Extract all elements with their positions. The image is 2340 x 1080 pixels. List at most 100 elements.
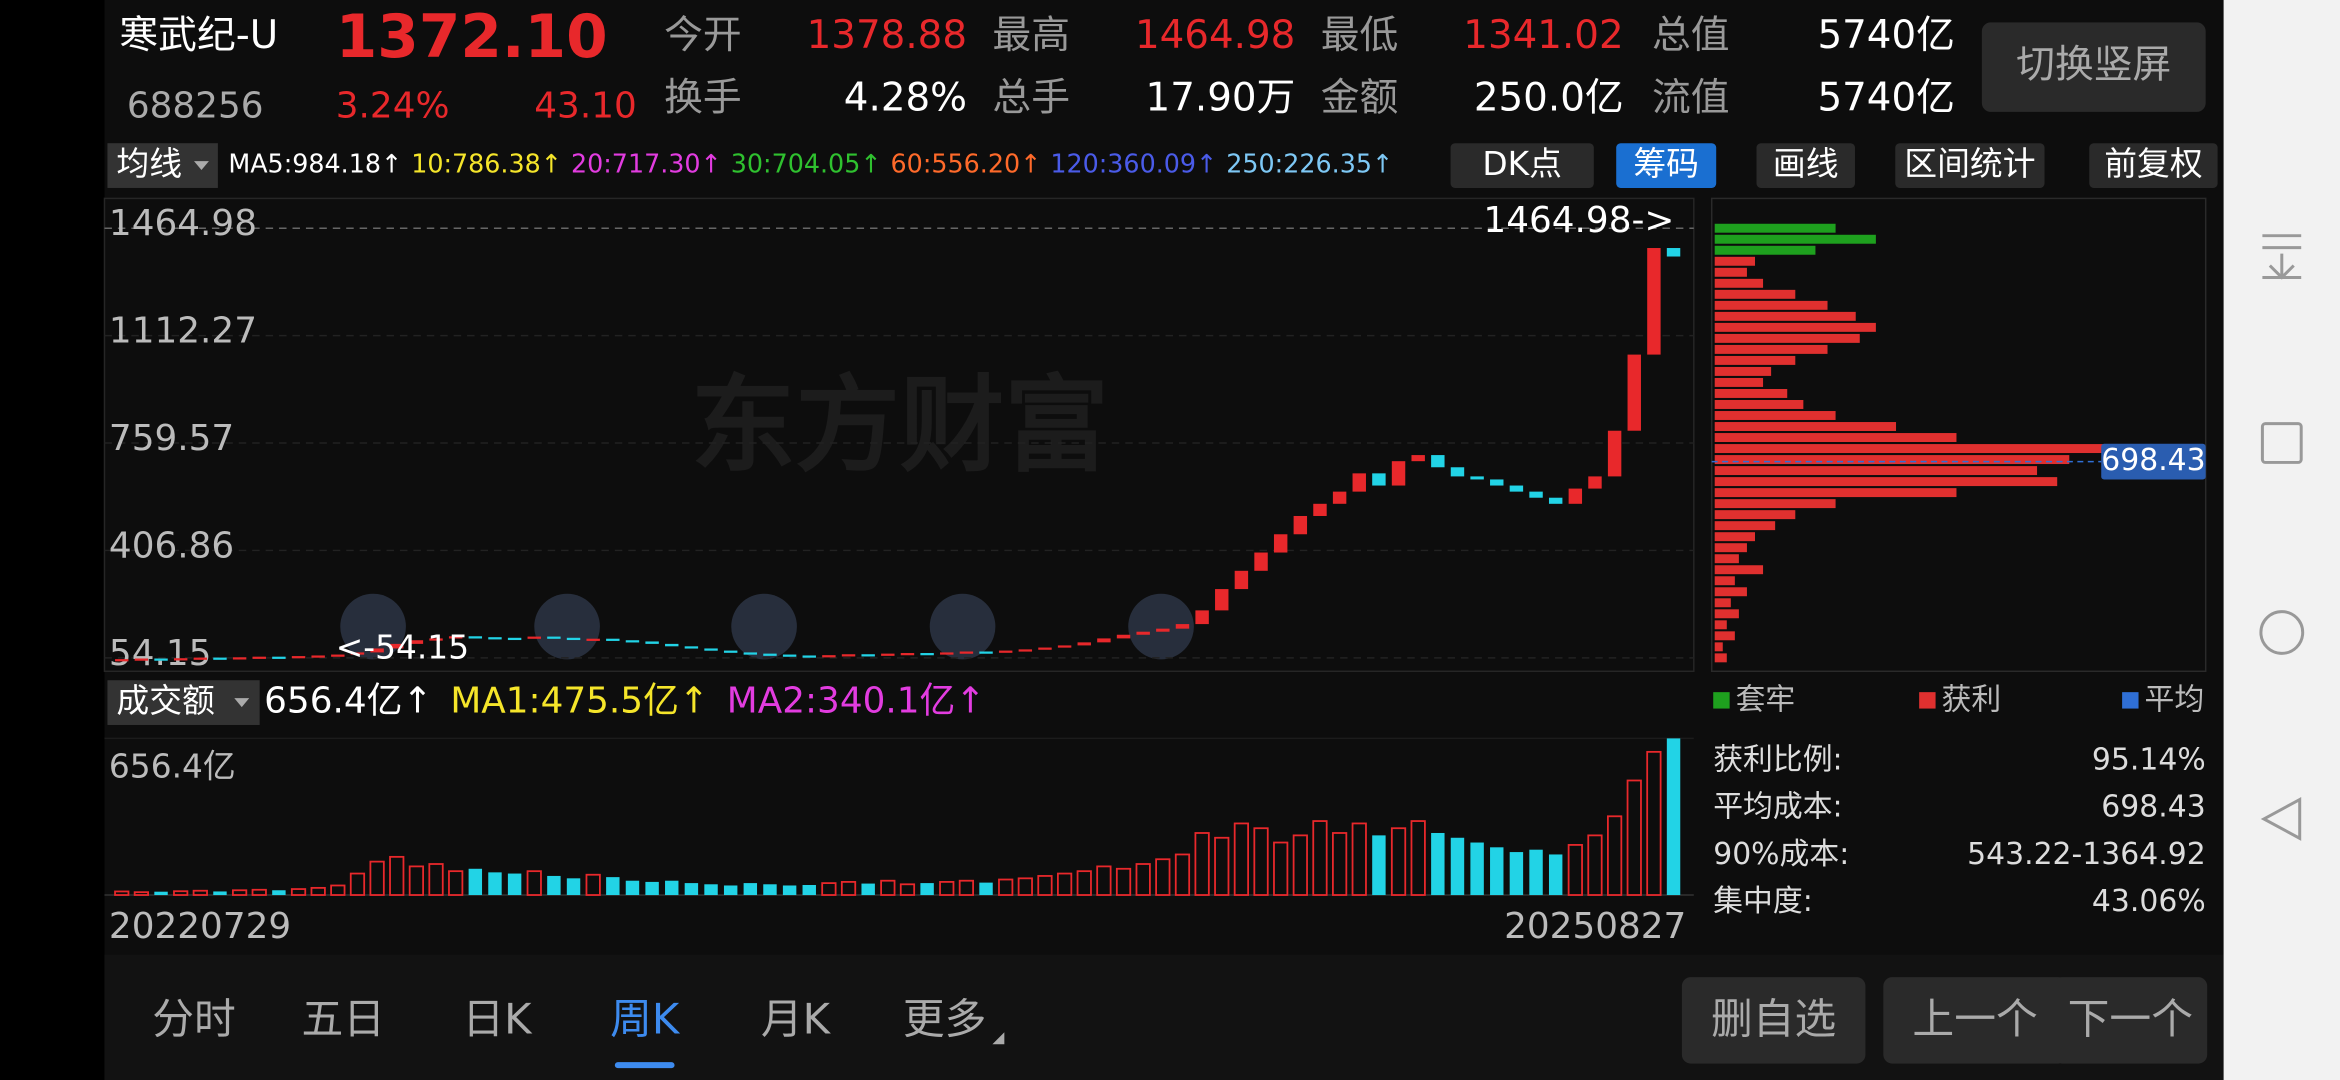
candle — [979, 651, 993, 654]
chip-bar — [1714, 333, 1860, 343]
toolbar-button[interactable] — [1616, 143, 1717, 188]
volume-bar — [1390, 827, 1407, 896]
chip-stat-label: 平均成本: — [1713, 790, 1842, 825]
stat-label: 金额 — [1321, 75, 1399, 120]
volume-bar — [468, 868, 483, 896]
bottom-bar — [104, 954, 2224, 1080]
stat-label: 最低 — [1321, 13, 1399, 58]
period-tab[interactable]: 分时 — [152, 994, 236, 1043]
candle — [723, 650, 738, 653]
chip-stat-label: 90%成本: — [1713, 837, 1849, 872]
candle — [390, 643, 404, 649]
candle — [1215, 589, 1229, 611]
chip-bar — [1714, 388, 1788, 398]
candle — [861, 654, 875, 657]
stat-label: 总手 — [992, 75, 1070, 120]
move-right[interactable] — [929, 593, 996, 660]
candle — [822, 655, 836, 658]
candle — [1391, 461, 1406, 486]
y-tick-label: 656.4亿 — [109, 748, 236, 786]
period-tab[interactable]: 更多 — [903, 994, 987, 1043]
x-tick-label: 20220729 — [109, 906, 291, 947]
dropdown-arrow — [234, 698, 250, 708]
nav-icon[interactable] — [2262, 234, 2302, 280]
chip-bar — [1714, 377, 1764, 387]
bottom-button[interactable] — [1681, 977, 1866, 1064]
candle — [1195, 610, 1209, 625]
volume-bar — [114, 890, 130, 896]
chip-bar — [1714, 587, 1747, 597]
nav-home[interactable] — [2259, 610, 2305, 655]
volume-bar — [665, 880, 679, 896]
chip-bar — [1714, 609, 1739, 619]
switch-button[interactable] — [1981, 22, 2206, 112]
stat-label: 最高 — [992, 13, 1070, 58]
candle — [1254, 552, 1268, 571]
chart-nav-buttons — [340, 593, 1194, 660]
bottom-button[interactable] — [2053, 977, 2208, 1064]
volume-bar — [1096, 865, 1112, 896]
candle — [1313, 503, 1327, 516]
stat-value: 1341.02 — [1463, 13, 1623, 58]
candle — [1529, 491, 1543, 498]
volume-bar — [428, 863, 444, 896]
period-tab[interactable]: 月K — [761, 994, 832, 1043]
chip-bar — [1714, 455, 2070, 465]
chip-bar — [1714, 620, 1727, 630]
legend-label: 平均 — [2145, 683, 2205, 718]
chip-bar — [1714, 598, 1731, 608]
candle — [429, 638, 443, 641]
dropdown-arrow — [194, 161, 209, 171]
candle — [1450, 467, 1465, 477]
chip-stat-value: 95.14% — [2092, 742, 2206, 777]
candle — [743, 652, 758, 655]
toolbar-button[interactable] — [2089, 143, 2218, 188]
move-left[interactable] — [731, 593, 797, 660]
chip-bar — [1714, 488, 1957, 498]
toolbar-button[interactable] — [1756, 143, 1855, 188]
volume-bar — [1431, 832, 1445, 896]
toolbar-button[interactable] — [1895, 143, 2045, 188]
candle — [959, 651, 974, 654]
candle — [1156, 628, 1170, 632]
chip-bar — [1714, 565, 1764, 575]
toolbar-button[interactable] — [1450, 143, 1594, 188]
volume-bar — [1057, 872, 1073, 896]
candle — [1293, 515, 1308, 535]
volume-selector[interactable] — [107, 680, 260, 725]
chip-bar — [1714, 245, 1816, 255]
change-pct: 3.24% — [336, 85, 450, 126]
nav-recent[interactable] — [2260, 422, 2303, 464]
candle — [232, 657, 247, 660]
chip-bar — [1714, 521, 1776, 531]
ma-value: 250:226.35↑ — [1226, 149, 1393, 179]
candle — [468, 636, 483, 639]
candle — [1018, 649, 1033, 652]
volume-bar — [231, 889, 248, 896]
move-end[interactable] — [1128, 593, 1194, 660]
bottom-button[interactable] — [1883, 977, 2067, 1064]
nav-icons — [2259, 234, 2305, 841]
period-tab[interactable]: 周K — [610, 994, 681, 1043]
volume-bar — [1587, 834, 1603, 896]
volume-bar — [899, 883, 916, 896]
toolbar-button-label: 区间统计 — [1904, 145, 2035, 183]
chip-bar — [1714, 366, 1772, 376]
zoom-in[interactable] — [534, 593, 600, 660]
x-tick-label: 20250827 — [1504, 906, 1686, 947]
period-tab[interactable]: 五日 — [301, 994, 385, 1043]
volume-bar — [192, 889, 208, 896]
volume-bar — [782, 885, 797, 896]
volume-bar — [369, 860, 385, 896]
nav-back[interactable] — [2260, 797, 2302, 841]
zoom-out[interactable] — [340, 593, 406, 660]
candle — [527, 636, 541, 639]
candle — [1470, 476, 1484, 480]
volume-bar — [704, 884, 718, 896]
volume-bar — [526, 870, 542, 896]
volume-bar — [330, 884, 346, 896]
candle — [763, 653, 777, 656]
period-tab[interactable]: 日K — [462, 994, 533, 1043]
ma-selector-label: 均线 — [116, 145, 182, 183]
